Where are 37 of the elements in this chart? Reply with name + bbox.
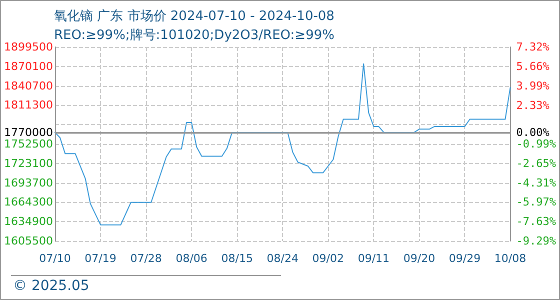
x-tick-label: 07/28 — [130, 252, 162, 265]
y-tick-label: 1605500 — [4, 234, 53, 248]
y2-tick-label: -9.29% — [516, 234, 556, 248]
x-tick-label: 10/08 — [494, 252, 526, 265]
line-series — [54, 63, 511, 226]
x-tick-label: 09/11 — [358, 252, 390, 265]
y-tick-label: 1840700 — [4, 79, 53, 92]
y2-tick-label: -0.99% — [516, 138, 556, 151]
y2-tick-label: 7.32% — [516, 40, 550, 54]
x-tick-label: 09/29 — [448, 252, 481, 265]
y2-tick-label: -7.63% — [516, 215, 556, 228]
x-tick-label: 09/20 — [403, 252, 436, 265]
chart-subtitle: REO:≥99%;牌号:101020;Dy2O3/REO:≥99% — [54, 28, 334, 43]
y-tick-label: 1770000 — [4, 126, 53, 139]
y-tick-label: 1811300 — [4, 98, 53, 112]
x-tick-label: 08/24 — [266, 252, 298, 265]
y2-tick-label: 0.00% — [516, 126, 550, 139]
y2-tick-label: 2.33% — [516, 98, 550, 112]
x-tick-label: 07/19 — [84, 252, 116, 265]
y2-tick-label: -4.31% — [516, 176, 556, 190]
x-tick-label: 08/06 — [176, 252, 208, 265]
y-tick-label: 1693700 — [4, 176, 53, 190]
y2-tick-label: 5.66% — [516, 60, 550, 73]
x-tick-label: 08/15 — [221, 252, 253, 265]
y-tick-label: 1723100 — [4, 156, 53, 170]
y-tick-label: 1634900 — [4, 215, 53, 228]
chart-title: 氧化镝 广东 市场价 2024-07-10 - 2024-10-08 — [54, 9, 334, 24]
y2-tick-label: -5.97% — [516, 196, 556, 209]
y-tick-label: 1870100 — [4, 60, 53, 73]
x-tick-label: 09/02 — [312, 252, 344, 265]
y-tick-label: 1664300 — [4, 196, 53, 209]
y-tick-label: 1899500 — [4, 40, 53, 54]
x-tick-label: 07/10 — [39, 252, 71, 265]
y2-tick-label: 3.99% — [516, 79, 550, 92]
y-tick-label: 1752500 — [4, 138, 53, 150]
y2-tick-label: -2.65% — [516, 156, 556, 170]
text: © 2025.05 — [13, 278, 90, 294]
